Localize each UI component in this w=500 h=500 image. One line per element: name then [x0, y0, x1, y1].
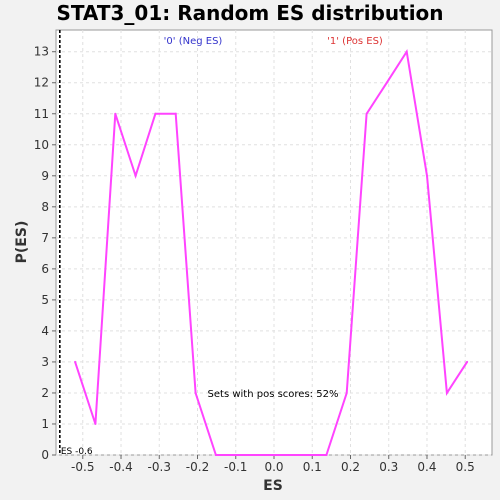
neg-es-label: '0' (Neg ES)	[164, 36, 223, 47]
x-tick-label: -0.2	[186, 460, 209, 474]
x-tick-label: 0.3	[379, 460, 398, 474]
y-tick-label: 3	[41, 355, 49, 369]
x-tick-label: 0.0	[264, 460, 283, 474]
data-point	[315, 454, 318, 456]
y-tick-label: 11	[34, 107, 49, 121]
data-point	[295, 454, 298, 456]
data-point	[114, 112, 117, 115]
x-tick-label: -0.4	[109, 460, 132, 474]
data-point	[385, 81, 388, 84]
x-tick-label: 0.2	[341, 460, 360, 474]
data-point	[365, 112, 368, 115]
data-point	[405, 50, 408, 53]
data-point	[325, 454, 328, 456]
x-tick-label: 0.5	[456, 460, 475, 474]
data-point	[425, 174, 428, 177]
y-tick-label: 1	[41, 417, 49, 431]
data-point	[94, 422, 97, 425]
y-tick-label: 0	[41, 448, 49, 462]
data-point	[274, 454, 277, 456]
y-tick-label: 6	[41, 262, 49, 276]
pos-es-label: '1' (Pos ES)	[327, 36, 383, 47]
data-point	[134, 174, 137, 177]
y-tick-label: 2	[41, 386, 49, 400]
es-marker-label: ES -0.6	[61, 447, 93, 457]
x-tick-label: -0.5	[71, 460, 94, 474]
x-tick-label: 0.1	[303, 460, 322, 474]
data-point	[74, 360, 77, 363]
x-axis-label: ES	[263, 478, 283, 494]
pos-scores-annotation: Sets with pos scores: 52%	[208, 389, 339, 400]
y-axis-label: P(ES)	[14, 221, 30, 264]
y-tick-label: 5	[41, 293, 49, 307]
data-point	[234, 454, 237, 456]
data-point	[445, 391, 448, 394]
x-tick-label: -0.1	[224, 460, 247, 474]
y-tick-label: 7	[41, 231, 49, 245]
y-tick-label: 4	[41, 324, 49, 338]
data-point	[255, 454, 258, 456]
y-tick-label: 8	[41, 200, 49, 214]
x-tick-label: 0.4	[417, 460, 436, 474]
data-point	[194, 391, 197, 394]
chart-marks	[74, 48, 469, 456]
data-point	[174, 112, 177, 115]
y-tick-label: 13	[34, 45, 49, 59]
grid-lines	[56, 30, 492, 456]
y-tick-label: 12	[34, 76, 49, 90]
chart-title: STAT3_01: Random ES distribution	[56, 1, 444, 25]
data-point	[345, 391, 348, 394]
y-tick-label: 10	[34, 138, 49, 152]
data-point	[154, 112, 157, 115]
data-point	[214, 454, 217, 456]
data-point	[466, 360, 469, 363]
x-tick-label: -0.3	[148, 460, 171, 474]
y-tick-label: 9	[41, 169, 49, 183]
